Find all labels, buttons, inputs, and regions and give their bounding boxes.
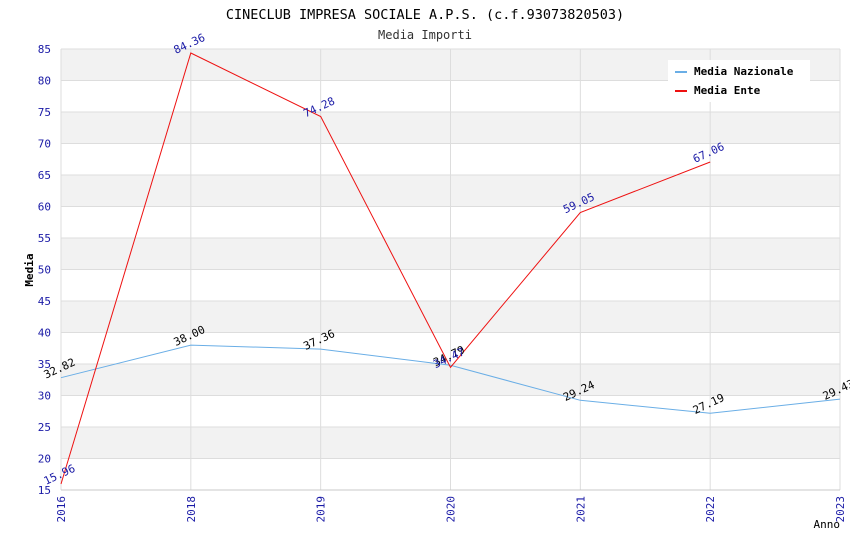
y-tick-label: 60 xyxy=(38,201,51,214)
y-tick-label: 20 xyxy=(38,453,51,466)
gridlines xyxy=(60,48,841,491)
y-axis-label: Media xyxy=(23,253,36,286)
y-tick-label: 45 xyxy=(38,295,51,308)
x-tick-label: 2023 xyxy=(834,496,847,523)
y-tick-label: 75 xyxy=(38,106,51,119)
x-tick-label: 2022 xyxy=(704,496,717,523)
y-tick-label: 85 xyxy=(38,43,51,56)
x-axis-label: Anno xyxy=(814,518,841,531)
y-tick-label: 55 xyxy=(38,232,51,245)
legend-label-media-nazionale: Media Nazionale xyxy=(694,65,794,78)
y-tick-label: 50 xyxy=(38,264,51,277)
chart-title: CINECLUB IMPRESA SOCIALE A.P.S. (c.f.930… xyxy=(226,7,624,23)
x-tick-label: 2019 xyxy=(315,496,328,523)
y-tick-label: 70 xyxy=(38,138,51,151)
y-tick-label: 30 xyxy=(38,390,51,403)
legend-box xyxy=(668,60,810,102)
y-tick-label: 40 xyxy=(38,327,51,340)
series-line-media-nazionale xyxy=(60,344,841,414)
y-tick-label: 80 xyxy=(38,75,51,88)
x-axis-ticks: 2016 2018 2019 2020 2021 2022 2023 xyxy=(55,496,847,523)
series-line-media-ente xyxy=(60,52,711,485)
x-tick-label: 2021 xyxy=(574,496,587,523)
chart-subtitle: Media Importi xyxy=(378,28,472,42)
y-tick-label: 65 xyxy=(38,169,51,182)
legend-label-media-ente: Media Ente xyxy=(694,84,761,97)
y-tick-label: 35 xyxy=(38,358,51,371)
y-tick-label: 25 xyxy=(38,421,51,434)
y-axis-ticks: 15 20 25 30 35 40 45 50 55 60 65 70 75 80 85 xyxy=(38,43,51,497)
x-tick-label: 2020 xyxy=(445,496,458,523)
x-tick-label: 2018 xyxy=(185,496,198,523)
x-tick-label: 2016 xyxy=(55,496,68,523)
legend: Media Nazionale Media Ente xyxy=(668,60,810,102)
y-tick-label: 15 xyxy=(38,484,51,497)
series-lines xyxy=(60,52,841,485)
